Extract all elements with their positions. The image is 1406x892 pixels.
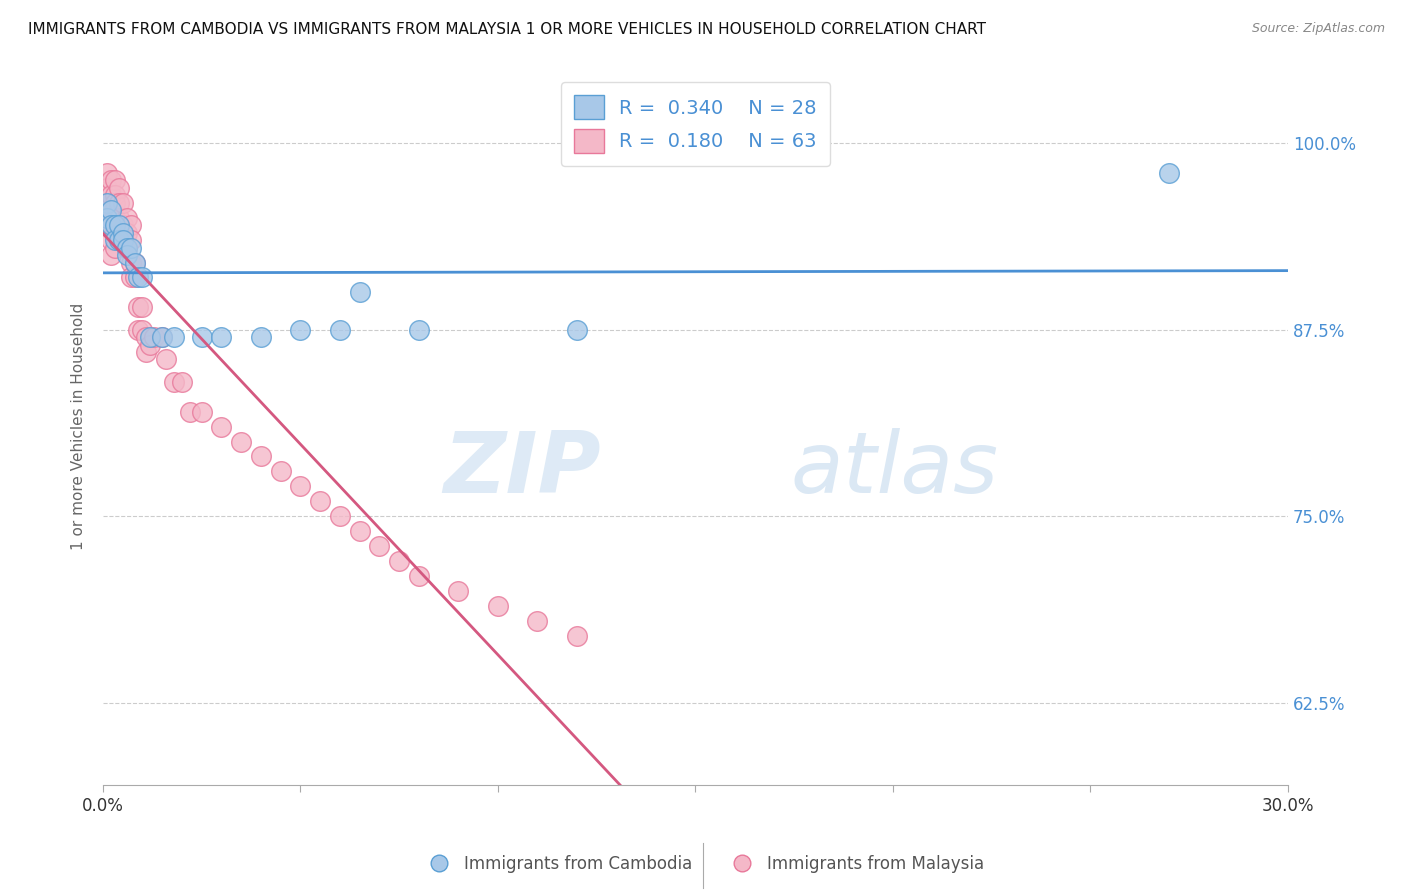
Point bbox=[139, 337, 162, 351]
Point bbox=[135, 345, 157, 359]
Point bbox=[309, 494, 332, 508]
Point bbox=[96, 195, 118, 210]
Point bbox=[135, 330, 157, 344]
Text: atlas: atlas bbox=[790, 428, 998, 511]
Point bbox=[1159, 166, 1181, 180]
Point bbox=[190, 330, 212, 344]
Point bbox=[124, 255, 146, 269]
Point bbox=[163, 375, 186, 389]
Y-axis label: 1 or more Vehicles in Household: 1 or more Vehicles in Household bbox=[72, 303, 86, 550]
Point bbox=[111, 226, 134, 240]
Point bbox=[96, 166, 118, 180]
Point bbox=[111, 233, 134, 247]
Point bbox=[100, 218, 122, 232]
Point bbox=[143, 330, 166, 344]
Point bbox=[100, 173, 122, 187]
Point bbox=[100, 218, 122, 232]
Point bbox=[486, 599, 509, 613]
Point bbox=[127, 270, 149, 285]
Point bbox=[100, 203, 122, 218]
Point bbox=[329, 509, 352, 524]
Point bbox=[107, 181, 129, 195]
Point bbox=[124, 270, 146, 285]
Point bbox=[329, 323, 352, 337]
Point bbox=[565, 628, 588, 642]
Point bbox=[120, 218, 142, 232]
Point bbox=[96, 181, 118, 195]
Point bbox=[290, 479, 312, 493]
Point bbox=[290, 323, 312, 337]
Point bbox=[104, 211, 127, 225]
Point bbox=[120, 255, 142, 269]
Point bbox=[107, 218, 129, 232]
Point bbox=[209, 419, 232, 434]
Point bbox=[111, 195, 134, 210]
Point bbox=[150, 330, 173, 344]
Point bbox=[115, 211, 138, 225]
Point bbox=[100, 248, 122, 262]
Point bbox=[104, 226, 127, 240]
Point bbox=[104, 218, 127, 232]
Point bbox=[124, 255, 146, 269]
Point bbox=[388, 554, 411, 568]
Point bbox=[107, 195, 129, 210]
Text: IMMIGRANTS FROM CAMBODIA VS IMMIGRANTS FROM MALAYSIA 1 OR MORE VEHICLES IN HOUSE: IMMIGRANTS FROM CAMBODIA VS IMMIGRANTS F… bbox=[28, 22, 986, 37]
Point bbox=[349, 524, 371, 538]
Point bbox=[107, 211, 129, 225]
Point bbox=[104, 188, 127, 202]
Point bbox=[111, 233, 134, 247]
Point bbox=[120, 241, 142, 255]
Point bbox=[408, 323, 430, 337]
Point bbox=[163, 330, 186, 344]
Point bbox=[107, 233, 129, 247]
Legend: R =  0.340    N = 28, R =  0.180    N = 63: R = 0.340 N = 28, R = 0.180 N = 63 bbox=[561, 82, 830, 166]
Point bbox=[115, 226, 138, 240]
Point bbox=[96, 203, 118, 218]
Point bbox=[270, 464, 292, 478]
Point bbox=[120, 233, 142, 247]
Point bbox=[131, 270, 153, 285]
Point bbox=[96, 211, 118, 225]
Point bbox=[104, 173, 127, 187]
Point bbox=[100, 188, 122, 202]
Point bbox=[209, 330, 232, 344]
Point bbox=[131, 300, 153, 314]
Point bbox=[115, 241, 138, 255]
Point bbox=[127, 300, 149, 314]
Point bbox=[190, 405, 212, 419]
Point bbox=[131, 323, 153, 337]
Point bbox=[107, 226, 129, 240]
Point bbox=[139, 330, 162, 344]
Point bbox=[127, 323, 149, 337]
Text: ZIP: ZIP bbox=[443, 428, 600, 511]
Point bbox=[408, 569, 430, 583]
Point bbox=[100, 211, 122, 225]
Legend: Immigrants from Cambodia, Immigrants from Malaysia: Immigrants from Cambodia, Immigrants fro… bbox=[415, 848, 991, 880]
Point bbox=[104, 233, 127, 247]
Point bbox=[111, 218, 134, 232]
Point bbox=[368, 539, 391, 553]
Point bbox=[100, 233, 122, 247]
Point bbox=[170, 375, 193, 389]
Point bbox=[115, 241, 138, 255]
Point bbox=[231, 434, 253, 449]
Point bbox=[250, 450, 273, 464]
Text: Source: ZipAtlas.com: Source: ZipAtlas.com bbox=[1251, 22, 1385, 36]
Point bbox=[120, 270, 142, 285]
Point bbox=[447, 583, 470, 598]
Point bbox=[96, 195, 118, 210]
Point bbox=[150, 330, 173, 344]
Point bbox=[104, 241, 127, 255]
Point bbox=[96, 218, 118, 232]
Point bbox=[155, 352, 177, 367]
Point bbox=[96, 211, 118, 225]
Point bbox=[115, 248, 138, 262]
Point bbox=[179, 405, 201, 419]
Point bbox=[349, 285, 371, 300]
Point bbox=[100, 203, 122, 218]
Point bbox=[565, 323, 588, 337]
Point bbox=[526, 614, 548, 628]
Point bbox=[250, 330, 273, 344]
Point bbox=[104, 195, 127, 210]
